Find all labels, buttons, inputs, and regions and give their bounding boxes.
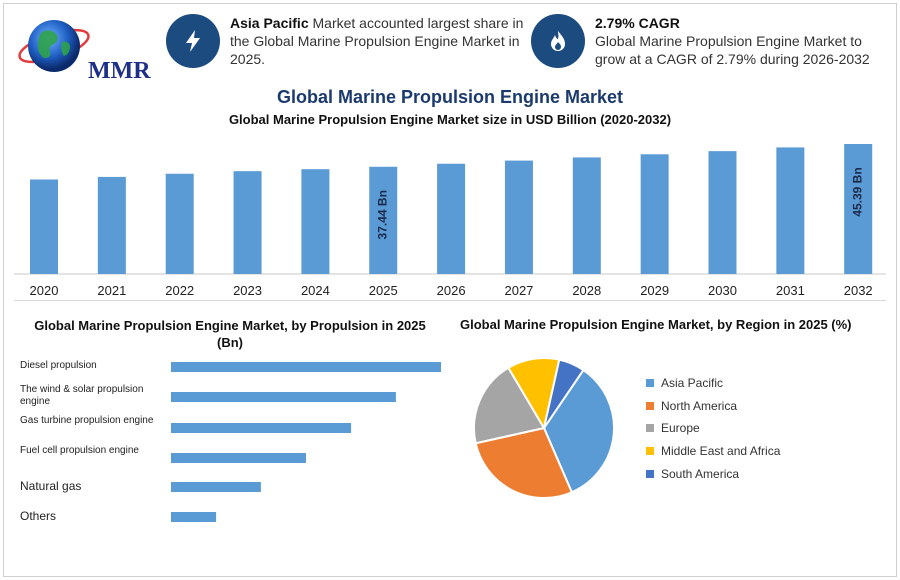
- legend-label: Europe: [661, 421, 700, 436]
- info-card-region-text: Asia Pacific Market accounted largest sh…: [230, 14, 526, 68]
- legend-item: Middle East and Africa: [646, 440, 780, 463]
- pie-slice-0: [542, 368, 615, 494]
- region-legend: Asia Pacific North America Europe Middle Ea…: [646, 372, 780, 485]
- info-card-cagr-text: 2.79% CAGR Global Marine Propulsion Engin…: [595, 14, 891, 68]
- hbar-2: [171, 423, 352, 433]
- pie-slice-4: [543, 358, 585, 429]
- legend-item: North America: [646, 395, 780, 418]
- legend-label: Asia Pacific: [661, 376, 724, 391]
- x-tick-label: 2025: [369, 283, 398, 298]
- hbar-5: [171, 512, 217, 522]
- propulsion-chart-title: Global Marine Propulsion Engine Market, …: [34, 318, 426, 350]
- x-tick-label: 2031: [776, 283, 805, 298]
- hbar-3: [171, 453, 306, 463]
- section-divider: [14, 300, 886, 301]
- x-tick-label: 2029: [640, 283, 669, 298]
- legend-swatch: [646, 379, 654, 388]
- legend-item: Europe: [646, 417, 780, 440]
- bar-2028: [572, 157, 601, 274]
- info-card-region-body: Market accounted largest share in the Gl…: [230, 15, 524, 67]
- legend-label: North America: [661, 398, 738, 413]
- bar-2024: [301, 169, 330, 274]
- data-label: 45.39 Bn: [850, 167, 864, 216]
- x-tick-label: 2027: [504, 283, 533, 298]
- legend-item: South America: [646, 462, 780, 485]
- bar-2021: [97, 176, 126, 274]
- x-tick-label: 2020: [30, 283, 59, 298]
- x-tick-label: 2028: [572, 283, 601, 298]
- logo-text: MMR: [88, 58, 151, 84]
- hbar-label: Fuel cell propulsion engine: [20, 445, 139, 456]
- bar-2023: [233, 171, 262, 274]
- hbar-label: The wind & solar propulsion engine: [20, 384, 144, 407]
- x-tick-label: 2022: [165, 283, 194, 298]
- hbar-0: [171, 362, 441, 372]
- main-chart-title: Global Marine Propulsion Engine Market: [276, 87, 624, 107]
- info-card-cagr: 2.79% CAGR Global Marine Propulsion Engin…: [531, 14, 891, 68]
- legend-label: South America: [661, 466, 740, 481]
- legend-swatch: [646, 447, 654, 456]
- bar-2032: [844, 144, 873, 274]
- main-chart-subtitle: Global Marine Propulsion Engine Market s…: [228, 112, 672, 127]
- flame-icon: [531, 14, 585, 68]
- hbar-label: Natural gas: [20, 479, 82, 493]
- mmr-logo: MMR: [14, 12, 151, 84]
- bar-2031: [776, 147, 805, 274]
- x-tick-label: 2032: [844, 283, 873, 298]
- infographic-frame: [3, 3, 897, 577]
- hbar-label: Others: [20, 509, 57, 523]
- info-card-cagr-highlight: 2.79% CAGR: [595, 15, 680, 31]
- info-card-region-highlight: Asia Pacific: [230, 15, 309, 31]
- bar-2029: [640, 154, 669, 274]
- pie-slice-1: [474, 426, 574, 499]
- x-tick-label: 2023: [233, 283, 262, 298]
- x-tick-label: 2024: [301, 283, 330, 298]
- legend-label: Middle East and Africa: [661, 444, 781, 459]
- hbar-4: [171, 482, 261, 492]
- bar-2026: [437, 163, 466, 274]
- region-chart-title: Global Marine Propulsion Engine Market, …: [460, 317, 852, 332]
- bar-2022: [165, 173, 194, 274]
- lightning-icon: [166, 14, 220, 68]
- hbar-label: Diesel propulsion: [20, 360, 97, 371]
- bar-2027: [504, 160, 533, 274]
- hbar-label: Gas turbine propulsion engine: [20, 415, 154, 426]
- pie-slice-2: [473, 366, 546, 445]
- x-tick-label: 2030: [708, 283, 737, 298]
- info-card-cagr-body: Global Marine Propulsion Engine Market t…: [595, 33, 870, 67]
- market-size-bar-chart: 2020 2021 2022 2023 2024 2025 37.44 Bn 2026 2027…: [14, 144, 886, 298]
- globe-icon: [18, 20, 90, 72]
- info-card-region: Asia Pacific Market accounted largest sh…: [166, 14, 526, 68]
- legend-swatch: [646, 424, 654, 433]
- bar-2020: [30, 179, 58, 274]
- bar-2025: [369, 166, 398, 274]
- hbar-1: [171, 392, 396, 402]
- legend-swatch: [646, 401, 654, 410]
- x-tick-label: 2026: [437, 283, 466, 298]
- legend-item: Asia Pacific: [646, 372, 780, 395]
- x-tick-label: 2021: [97, 283, 126, 298]
- data-label: 37.44 Bn: [375, 190, 389, 239]
- bar-2030: [708, 151, 737, 274]
- legend-swatch: [646, 469, 654, 478]
